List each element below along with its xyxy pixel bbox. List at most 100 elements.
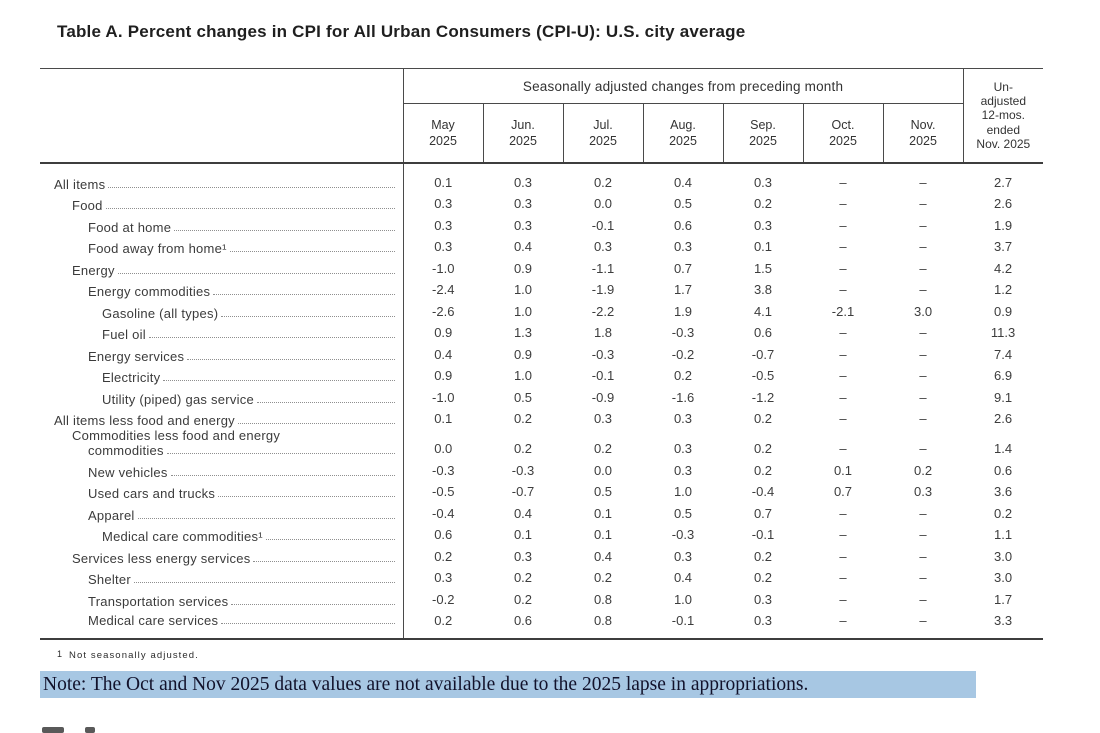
dot-leader: [133, 582, 395, 583]
value-cell: 0.1: [593, 505, 613, 521]
value-cell: –: [919, 196, 927, 211]
value-cell: –: [839, 174, 847, 190]
value-cell: 0.0: [593, 462, 613, 478]
header-row-banner: Seasonally adjusted changes from precedi…: [40, 68, 1044, 163]
value-cell: -0.9: [591, 389, 615, 405]
month-header-0: May 2025: [402, 103, 484, 163]
row-label: Energy commodities: [88, 284, 211, 299]
value-cell: –: [919, 260, 927, 276]
value-cell: 0.3: [434, 570, 453, 585]
value-cell: –: [919, 174, 927, 190]
row-label: Electricity: [102, 370, 161, 385]
value-cell: 2.6: [994, 196, 1013, 211]
table-row: Food 0.3 0.3 0.0 0.5 0.2 – – 2.6: [40, 191, 1043, 213]
value-cell: –: [919, 282, 927, 297]
table-row: All items less food and energy 0.1 0.2 0.3 0…: [40, 406, 1043, 428]
cpi-table-container: Seasonally adjusted changes from precedi…: [40, 68, 1044, 640]
footnote: 1 Not seasonally adjusted.: [57, 645, 199, 663]
value-cell: 0.3: [593, 411, 613, 426]
value-cell: –: [839, 282, 847, 297]
value-cell: -0.3: [511, 462, 535, 478]
value-cell: 1.4: [994, 441, 1013, 456]
value-cell: 4.2: [994, 260, 1013, 276]
value-cell: 1.0: [673, 591, 693, 607]
table-row: Energy commodities -2.4 1.0 -1.9 1.7 3.8 – – 1.2: [40, 277, 1043, 299]
value-cell: 0.0: [593, 196, 613, 211]
dot-leader: [117, 272, 395, 274]
table-row: Medical care services 0.2 0.6 0.8 -0.1 0.3 – – 3…: [40, 608, 1043, 639]
value-cell: 0.4: [673, 570, 693, 585]
value-cell: –: [839, 570, 847, 585]
row-label-cell: Food at home: [40, 213, 404, 235]
dot-leader: [221, 623, 395, 624]
dot-leader: [148, 337, 395, 338]
value-cell: 0.3: [753, 591, 773, 607]
month-header-5: Oct. 2025: [802, 103, 884, 163]
value-cell: 1.9: [673, 303, 693, 319]
value-cell: -1.6: [671, 389, 695, 405]
row-label-cell: Fuel oil: [40, 320, 404, 342]
value-cell: 0.0: [434, 441, 453, 456]
value-cell: -2.2: [591, 303, 615, 319]
row-label-cell: Medical care commodities¹: [40, 522, 404, 544]
value-cell: 3.8: [753, 282, 773, 297]
table-row: Apparel -0.4 0.4 0.1 0.5 0.7 – – 0.2: [40, 501, 1043, 523]
value-cell: 0.2: [593, 441, 613, 456]
value-cell: 0.9: [994, 303, 1013, 319]
value-cell: 4.1: [753, 303, 773, 319]
value-cell: 0.3: [753, 613, 773, 628]
row-label-cell: Commodities less food and energy commodit…: [40, 428, 404, 458]
value-cell: -0.5: [751, 368, 775, 383]
value-cell: -1.2: [751, 389, 775, 405]
month-header-2: Jul. 2025: [562, 103, 644, 163]
value-cell: 1.8: [593, 325, 613, 340]
row-label: Apparel: [88, 507, 135, 523]
row-label: Energy: [72, 262, 115, 278]
dot-leader: [231, 603, 395, 605]
dot-leader: [108, 186, 395, 188]
value-cell: 0.8: [593, 613, 613, 628]
value-cell: -0.1: [591, 217, 615, 233]
value-cell: –: [839, 613, 847, 628]
value-cell: 9.1: [994, 389, 1013, 405]
value-cell: –: [919, 548, 927, 564]
value-cell: 0.3: [673, 239, 693, 254]
table-row: Electricity 0.9 1.0 -0.1 0.2 -0.5 – – 6.9: [40, 363, 1043, 385]
row-label-cell: Gasoline (all types): [40, 299, 404, 321]
value-cell: –: [919, 570, 927, 585]
cut-off-text-fragment: [42, 727, 64, 733]
value-cell: -0.3: [671, 325, 695, 340]
value-cell: 0.6: [513, 613, 533, 628]
table-row: Energy -1.0 0.9 -1.1 0.7 1.5 – – 4.2: [40, 256, 1043, 278]
value-cell: 1.0: [513, 303, 533, 319]
value-cell: 0.4: [593, 548, 613, 564]
value-cell: 3.3: [994, 613, 1013, 628]
value-cell: -0.3: [671, 527, 695, 542]
value-cell: –: [839, 325, 847, 340]
value-cell: –: [919, 527, 927, 542]
row-label-cell: Food: [40, 191, 404, 213]
value-cell: -0.5: [432, 484, 455, 499]
value-cell: 0.2: [434, 548, 453, 564]
value-cell: -1.0: [432, 389, 455, 405]
row-label-cell: Medical care services: [40, 608, 404, 639]
dot-leader: [187, 358, 395, 360]
seasonally-adjusted-banner: Seasonally adjusted changes from precedi…: [403, 68, 964, 104]
value-cell: 0.4: [513, 505, 533, 521]
value-cell: 0.7: [753, 505, 773, 521]
value-cell: -0.4: [432, 505, 455, 521]
value-cell: 0.3: [513, 217, 533, 233]
month-header-1: Jun. 2025: [482, 103, 564, 163]
value-cell: -1.9: [591, 282, 615, 297]
value-cell: 1.5: [753, 260, 773, 276]
dot-leader: [137, 517, 395, 519]
value-cell: 0.3: [913, 484, 933, 499]
value-cell: –: [839, 591, 847, 607]
row-label-cell: All items less food and energy: [40, 406, 404, 428]
row-label: Food at home: [88, 219, 172, 235]
dot-leader: [170, 474, 395, 476]
dot-leader: [163, 380, 395, 381]
table-row: Services less energy services 0.2 0.3 0.4 0.…: [40, 544, 1043, 566]
value-cell: 0.5: [593, 484, 613, 499]
value-cell: 0.1: [833, 462, 853, 478]
